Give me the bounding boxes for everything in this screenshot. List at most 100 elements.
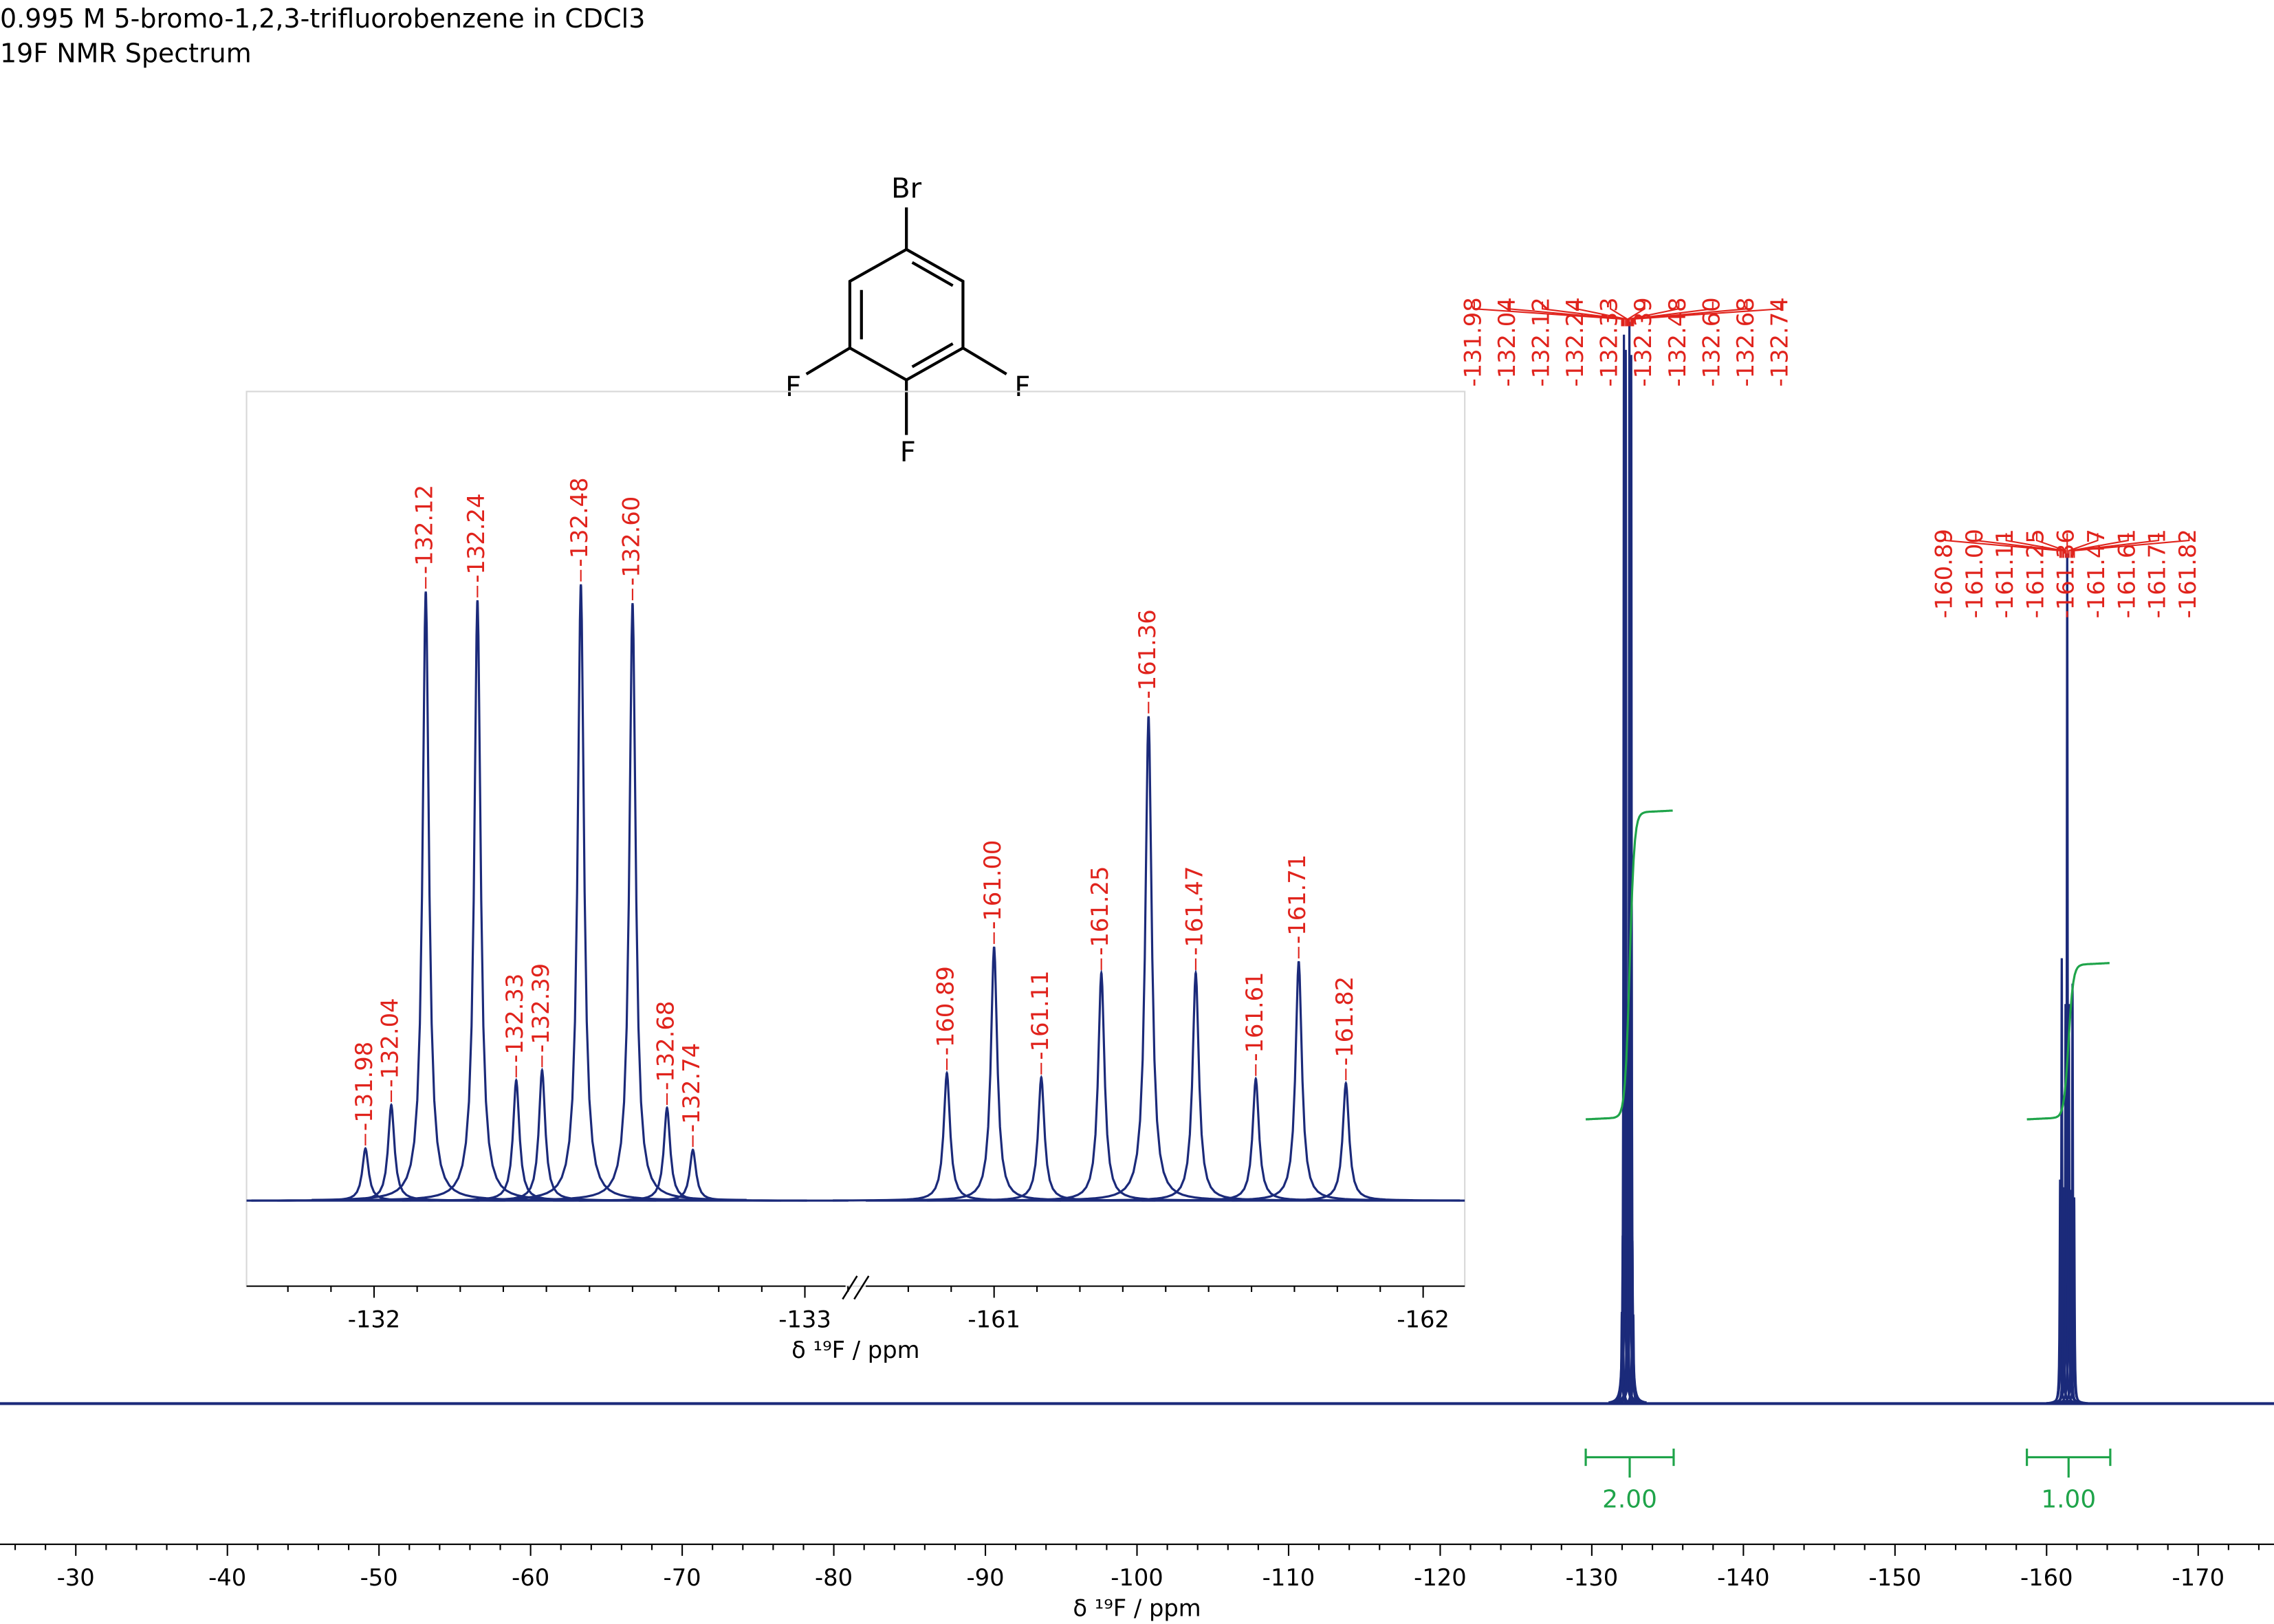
chart-title: 0.995 M 5-bromo-1,2,3-trifluorobenzene i…: [0, 3, 645, 34]
bond: [962, 347, 1007, 375]
inset-peak-label: -131.98: [351, 1042, 378, 1131]
inset-peak-label: -161.61: [1241, 972, 1268, 1062]
inset-peak: [518, 603, 747, 1201]
inset-peak: [1232, 1080, 1461, 1202]
peak-leader: [1632, 301, 1782, 327]
peak-label: -161.25: [2022, 529, 2048, 618]
peak-label: -161.00: [1961, 529, 1988, 618]
inset-peak-label: -161.00: [979, 840, 1006, 930]
x-tick-label: -133: [778, 1306, 831, 1333]
peak-leader: [2073, 533, 2190, 558]
inset-peak: [833, 1070, 1061, 1202]
x-tick-label: -50: [360, 1564, 398, 1591]
x-tick-label: -162: [1397, 1306, 1450, 1333]
peak-label: -132.04: [1494, 297, 1520, 386]
integral-bracket: [2026, 1448, 2112, 1478]
peak-label: -161.47: [2083, 529, 2110, 618]
peak-label: -161.82: [2174, 529, 2201, 618]
atom-label: F: [900, 437, 916, 468]
x-tick-label: -30: [57, 1564, 95, 1591]
inset-peak-label: -132.74: [678, 1043, 705, 1132]
peak-leader: [1628, 301, 1680, 327]
inset-peak-label: -132.12: [411, 485, 438, 574]
integral-curve: [2026, 962, 2110, 1121]
benzene-ring: [848, 248, 965, 382]
inset-peak: [578, 1148, 807, 1202]
inset-peak: [363, 600, 592, 1201]
double-bond: [911, 261, 954, 287]
peak-label: -131.98: [1459, 297, 1486, 386]
peak-leader: [1975, 533, 2063, 558]
x-tick-label: -120: [1414, 1564, 1467, 1591]
inset-peak-label: -132.33: [501, 974, 528, 1063]
x-tick-label: -100: [1111, 1564, 1163, 1591]
integral-bracket: [1584, 1448, 1675, 1478]
peak-leader: [2068, 533, 2099, 558]
inset-x-axis-label: δ ¹⁹F / ppm: [791, 1337, 919, 1363]
bond: [805, 347, 851, 375]
integral-curve: [1585, 809, 1673, 1121]
peak: [2059, 1197, 2090, 1405]
inset-peak-label: -161.25: [1086, 866, 1113, 956]
x-tick-label: -150: [1869, 1564, 1922, 1591]
peak-leader: [1473, 301, 1623, 327]
inset-frame: [245, 391, 1466, 1287]
inset-peak: [466, 584, 695, 1201]
peak-label: -132.74: [1766, 297, 1793, 386]
inset-peak-label: -132.04: [377, 998, 404, 1087]
inset-peak: [1034, 716, 1263, 1202]
inset-peak: [1184, 961, 1413, 1202]
peak: [1610, 349, 1641, 1404]
inset-peak-label: -161.71: [1284, 855, 1311, 944]
inset-peak: [277, 1103, 505, 1202]
inset-peak-label: -161.82: [1331, 976, 1358, 1066]
inset-peak-label: -132.48: [566, 477, 593, 567]
atom-label: F: [785, 371, 801, 403]
peak-leader: [2071, 533, 2160, 558]
x-tick-label: -80: [815, 1564, 853, 1591]
inset-peak: [927, 1075, 1156, 1202]
peak: [1615, 355, 1647, 1404]
peak-leader: [2035, 533, 2066, 558]
x-tick-label: -60: [512, 1564, 549, 1591]
x-tick-label: -160: [2020, 1564, 2073, 1591]
peak-label: -161.36: [2053, 529, 2079, 618]
integral-label: 2.00: [1602, 1486, 1657, 1514]
peak-label: -132.39: [1630, 297, 1657, 386]
peak-label: -132.24: [1562, 297, 1588, 386]
inset-peak-label: -161.11: [1027, 970, 1053, 1060]
peak-label: -132.33: [1596, 297, 1623, 386]
x-axis-label: δ ¹⁹F / ppm: [1073, 1594, 1201, 1621]
peak-leader: [1945, 533, 2061, 558]
inset-peak: [553, 1106, 781, 1202]
inset-peak-label: -161.47: [1181, 866, 1207, 956]
integral-label: 1.00: [2041, 1486, 2096, 1514]
inset-peak: [879, 946, 1108, 1202]
inset-peak-label: -132.68: [653, 1001, 679, 1090]
inset-peak: [311, 591, 540, 1201]
peak-label: -161.11: [1991, 529, 2018, 618]
inset-peak: [1141, 1076, 1370, 1202]
x-tick-label: -70: [664, 1564, 701, 1591]
peak: [1617, 1314, 1649, 1405]
inset-peak: [987, 968, 1216, 1202]
peak-leader: [1575, 301, 1627, 327]
x-tick-label: -170: [2172, 1564, 2224, 1591]
axis-break: [842, 1275, 870, 1300]
peak-label: -160.89: [1931, 529, 1958, 618]
atom-label: F: [1014, 371, 1030, 403]
inset-peak: [1082, 969, 1310, 1202]
peak-leader: [1507, 301, 1623, 327]
x-tick-label: -110: [1262, 1564, 1315, 1591]
peak-leader: [2070, 533, 2129, 558]
inset-peak-label: -132.39: [527, 963, 554, 1053]
inset-peak-label: -132.60: [617, 496, 644, 586]
peak-leader: [1541, 301, 1625, 327]
x-tick-label: -140: [1717, 1564, 1770, 1591]
x-tick-label: -132: [348, 1306, 401, 1333]
peak-leader: [1610, 301, 1628, 327]
x-tick-label: -40: [208, 1564, 246, 1591]
x-tick-label: -90: [966, 1564, 1004, 1591]
